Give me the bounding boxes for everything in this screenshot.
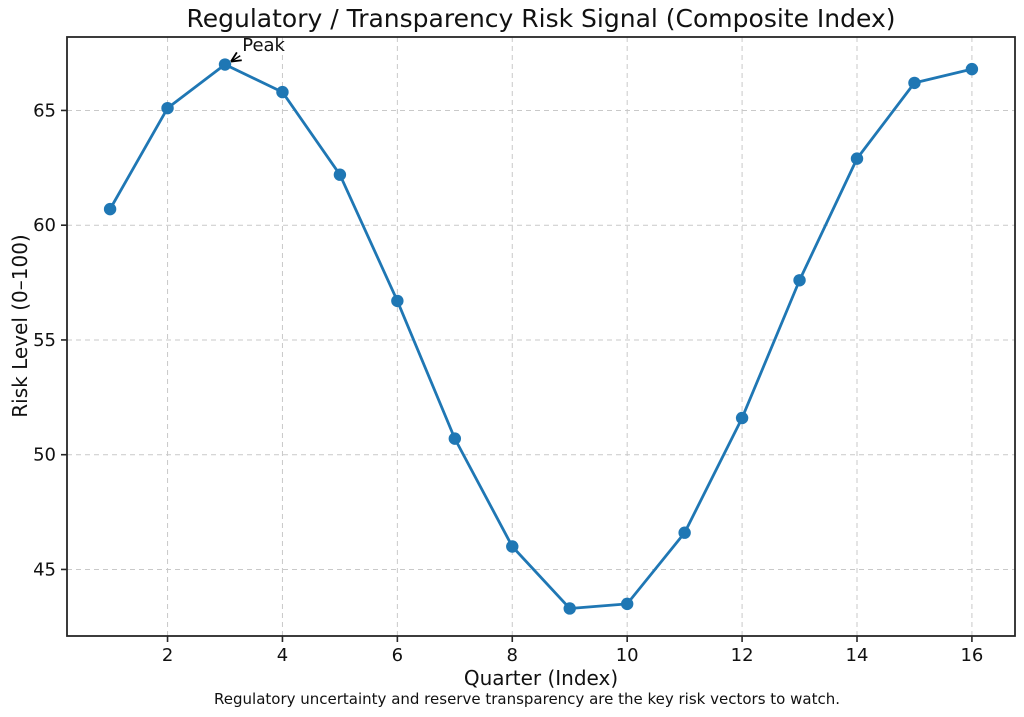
y-tick-label: 65 bbox=[33, 100, 56, 121]
annotation-label: Peak bbox=[242, 35, 285, 56]
data-point-marker bbox=[793, 274, 806, 287]
data-point-marker bbox=[965, 62, 979, 76]
data-point-marker bbox=[678, 526, 691, 539]
x-tick-label: 2 bbox=[162, 645, 173, 666]
x-tick-label: 6 bbox=[392, 645, 403, 666]
axes-frame bbox=[66, 36, 1016, 637]
data-point-marker bbox=[333, 168, 347, 181]
data-point-marker bbox=[850, 152, 864, 165]
risk-line-series bbox=[108, 63, 974, 610]
y-tick-label: 60 bbox=[33, 215, 56, 236]
chart-title: Regulatory / Transparency Risk Signal (C… bbox=[186, 4, 896, 33]
data-point-marker bbox=[161, 101, 174, 115]
x-tick-label: 4 bbox=[277, 645, 288, 666]
footnote: Regulatory uncertainty and reserve trans… bbox=[214, 690, 840, 708]
x-tick-label: 8 bbox=[507, 645, 518, 666]
x-tick-label: 10 bbox=[616, 645, 639, 666]
data-point-marker bbox=[391, 294, 404, 308]
x-tick-label: 14 bbox=[846, 645, 869, 666]
x-tick-label: 12 bbox=[731, 645, 754, 666]
data-point-marker bbox=[218, 58, 232, 71]
x-axis-label: Quarter (Index) bbox=[463, 666, 619, 690]
annotation-arrow bbox=[230, 51, 242, 63]
data-point-marker bbox=[735, 411, 749, 425]
data-point-marker bbox=[908, 76, 921, 90]
y-tick-label: 45 bbox=[33, 559, 56, 580]
data-point-marker bbox=[276, 85, 289, 99]
y-tick-label: 50 bbox=[33, 445, 56, 466]
data-point-marker bbox=[103, 202, 117, 216]
y-tick-label: 55 bbox=[33, 330, 56, 351]
x-tick-label: 16 bbox=[960, 645, 983, 666]
data-point-marker bbox=[506, 540, 519, 553]
data-point-marker bbox=[563, 602, 576, 615]
data-point-marker bbox=[620, 597, 634, 611]
data-point-marker bbox=[448, 432, 462, 445]
